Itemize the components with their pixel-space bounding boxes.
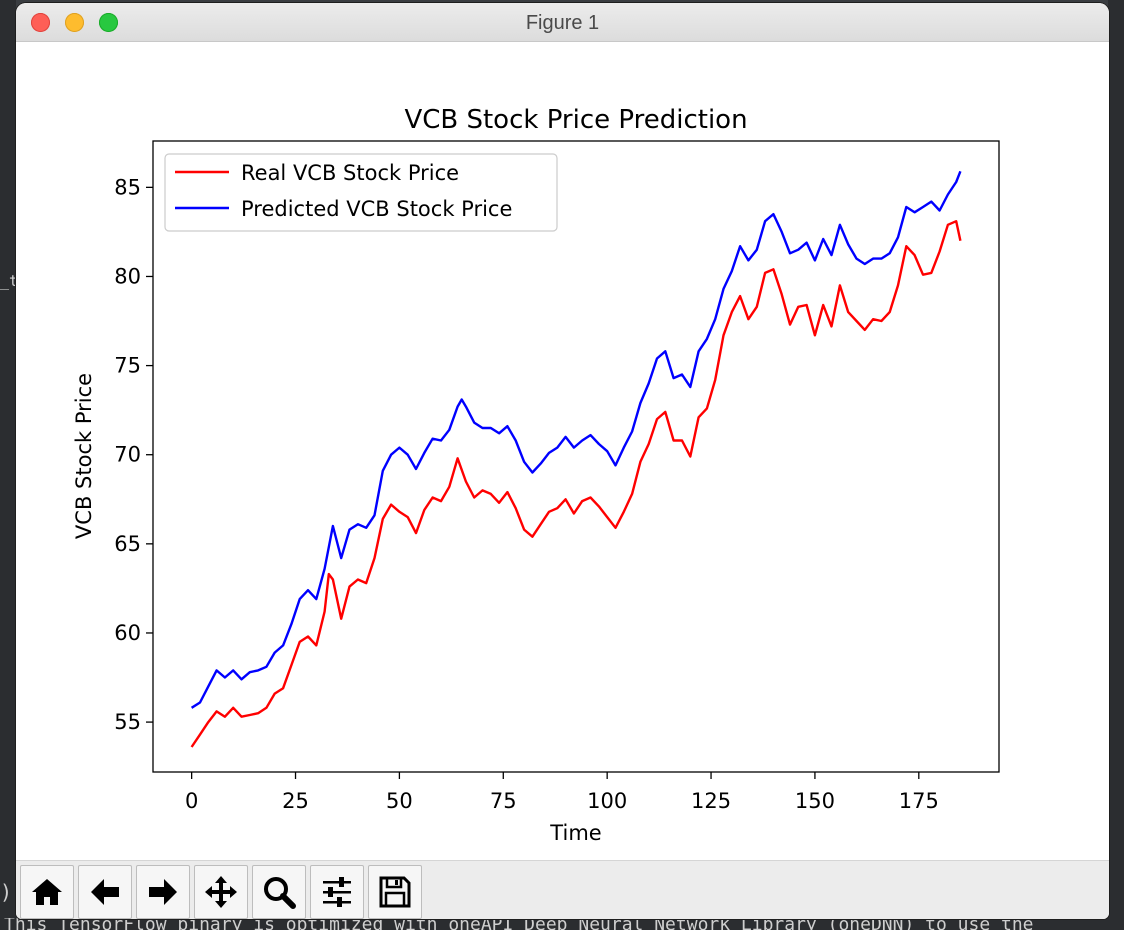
title-bar[interactable]: Figure 1 bbox=[16, 3, 1109, 42]
home-button[interactable] bbox=[20, 865, 74, 919]
y-tick-label: 70 bbox=[114, 443, 141, 467]
sliders-icon bbox=[323, 877, 351, 907]
legend-frame bbox=[164, 153, 558, 232]
figure-window: Figure 1 VCB Stock Price Prediction 0 25 5… bbox=[16, 3, 1109, 919]
line-chart: VCB Stock Price Prediction 0 25 50 75 100 125… bbox=[72, 105, 1000, 845]
x-tick-label: 125 bbox=[691, 789, 731, 813]
move-icon bbox=[205, 876, 237, 908]
arrow-left-icon bbox=[91, 879, 119, 905]
forward-button[interactable] bbox=[136, 865, 190, 919]
x-tick-label: 0 bbox=[185, 789, 198, 813]
window-title: Figure 1 bbox=[525, 12, 600, 34]
y-tick-label: 85 bbox=[114, 175, 141, 199]
series-line-predicted bbox=[190, 170, 962, 709]
magnifier-icon bbox=[264, 877, 296, 909]
legend-label-predicted: Predicted VCB Stock Price bbox=[241, 197, 512, 221]
zoom-button[interactable] bbox=[252, 865, 306, 919]
pan-button[interactable] bbox=[194, 865, 248, 919]
close-window-button[interactable] bbox=[31, 13, 50, 32]
background-console: This TensorFlow binary is optimized with… bbox=[0, 918, 1124, 930]
background-right-panel bbox=[1108, 0, 1124, 930]
x-tick-label: 50 bbox=[386, 789, 413, 813]
configure-subplots-button[interactable] bbox=[310, 865, 364, 919]
plot-area-frame bbox=[152, 140, 1000, 773]
save-icon bbox=[379, 876, 411, 908]
series-line-real bbox=[190, 219, 962, 748]
y-tick-label: 80 bbox=[114, 264, 141, 288]
legend: Real VCB Stock Price Predicted VCB Stock… bbox=[164, 153, 558, 232]
y-tick-label: 75 bbox=[114, 354, 141, 378]
x-axis-label: Time bbox=[549, 821, 601, 845]
background-side-text: _t bbox=[0, 272, 19, 290]
y-tick-label: 55 bbox=[114, 710, 141, 734]
y-tick-label: 60 bbox=[114, 621, 141, 645]
minimize-window-button[interactable] bbox=[65, 13, 84, 32]
chart-title: VCB Stock Price Prediction bbox=[404, 105, 747, 135]
x-tick-label: 100 bbox=[587, 789, 627, 813]
x-tick-label: 25 bbox=[282, 789, 309, 813]
arrow-right-icon bbox=[149, 879, 177, 905]
background-left-panel bbox=[0, 0, 16, 930]
home-icon bbox=[32, 879, 62, 905]
save-button[interactable] bbox=[368, 865, 422, 919]
y-axis-label: VCB Stock Price bbox=[72, 373, 96, 539]
y-tick-label: 65 bbox=[114, 532, 141, 556]
legend-label-real: Real VCB Stock Price bbox=[241, 161, 459, 185]
console-text: This TensorFlow binary is optimized with… bbox=[4, 918, 1034, 930]
x-tick-label: 175 bbox=[899, 789, 939, 813]
x-tick-label: 75 bbox=[490, 789, 517, 813]
figure-canvas[interactable]: VCB Stock Price Prediction 0 25 50 75 100 125… bbox=[16, 42, 1109, 859]
x-tick-label: 150 bbox=[795, 789, 835, 813]
back-button[interactable] bbox=[78, 865, 132, 919]
navigation-toolbar bbox=[16, 860, 1109, 919]
maximize-window-button[interactable] bbox=[99, 13, 118, 32]
